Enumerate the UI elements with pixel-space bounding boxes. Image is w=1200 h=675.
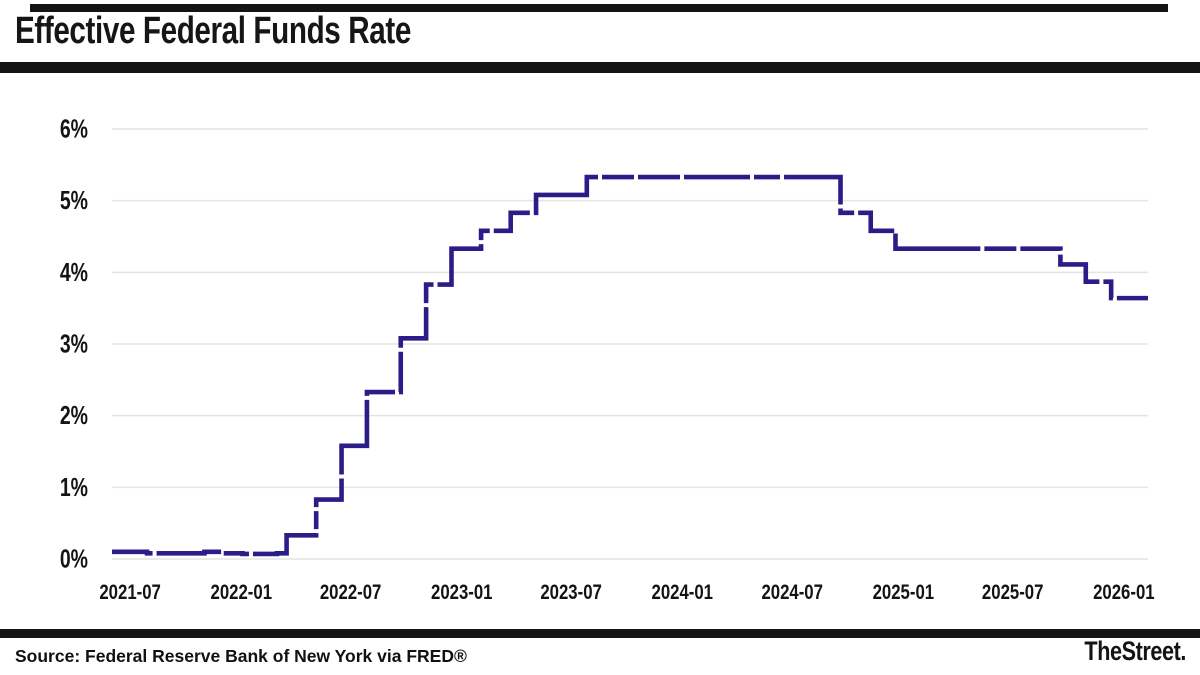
x-axis-label: 2024-07 — [761, 581, 823, 604]
thestreet-logo: TheStreet. — [1084, 636, 1186, 666]
x-axis-label: 2026-01 — [1093, 581, 1155, 604]
y-axis-label: 0% — [60, 544, 88, 573]
y-axis-label: 2% — [60, 400, 88, 429]
x-axis-label: 2023-07 — [540, 581, 602, 604]
top-accent-bar — [30, 4, 1168, 12]
x-axis-label: 2023-01 — [431, 581, 493, 604]
x-axis-label: 2022-07 — [320, 581, 382, 604]
page-title: Effective Federal Funds Rate — [15, 10, 411, 52]
x-axis-label: 2025-01 — [873, 581, 935, 604]
y-axis-label: 4% — [60, 257, 88, 286]
effr-series-line — [112, 174, 1148, 557]
y-axis-label: 3% — [60, 329, 88, 358]
x-axis-label: 2025-07 — [982, 581, 1044, 604]
y-axis-label: 5% — [60, 185, 88, 214]
y-axis-label: 6% — [60, 114, 88, 143]
source-attribution: Source: Federal Reserve Bank of New York… — [15, 646, 467, 666]
title-divider-bar — [0, 62, 1200, 73]
footer-divider-bar — [0, 629, 1200, 638]
x-axis-label: 2021-07 — [99, 581, 161, 604]
x-axis-label: 2022-01 — [211, 581, 273, 604]
y-axis-label: 1% — [60, 472, 88, 501]
x-axis-label: 2024-01 — [651, 581, 713, 604]
